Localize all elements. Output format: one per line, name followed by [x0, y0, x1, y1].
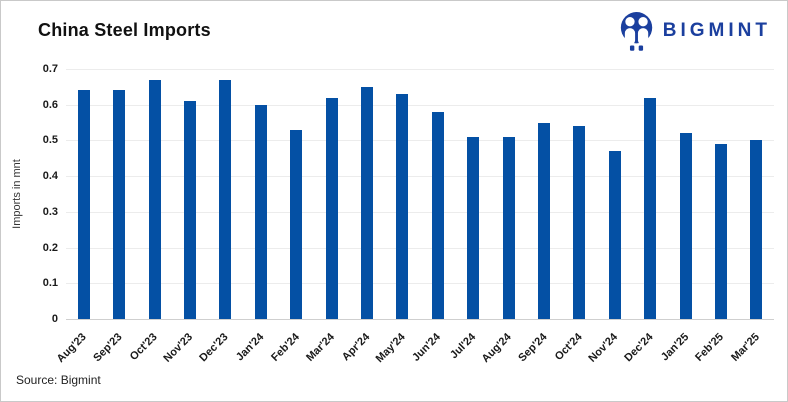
gridline: [66, 247, 774, 249]
bar: [537, 123, 550, 319]
bar: [360, 87, 373, 319]
bar: [608, 151, 621, 319]
x-tick-label: Oct'23: [128, 331, 160, 363]
bar: [396, 94, 409, 319]
x-tick-label: Feb'25: [693, 331, 727, 364]
y-tick-label: 0.1: [42, 277, 58, 290]
x-tick-label: Nov'24: [586, 331, 621, 365]
bar: [325, 98, 338, 319]
bigmint-logo-text: BIGMINT: [662, 20, 771, 41]
gridline: [66, 69, 774, 70]
x-tick-label: Sep'24: [516, 331, 550, 365]
y-tick-label: 0: [51, 313, 58, 325]
bigmint-people-icon: [620, 12, 652, 51]
gridline: [66, 211, 774, 213]
x-tick-label: Aug'23: [55, 331, 90, 366]
bar: [219, 80, 232, 319]
bar: [431, 112, 444, 319]
x-tick-label: Oct'24: [552, 331, 585, 363]
bar: [148, 80, 161, 319]
x-tick-label: Nov'23: [161, 331, 196, 365]
x-tick-label: Jun'24: [410, 331, 444, 364]
gridline: [66, 283, 774, 285]
bar: [573, 126, 586, 319]
y-tick-label: 0.5: [42, 134, 58, 147]
y-tick-label: 0.7: [42, 63, 58, 75]
x-tick-label: Jul'24: [448, 331, 479, 362]
x-tick-label: Jan'25: [658, 331, 691, 364]
bar: [714, 144, 727, 319]
gridline: [66, 176, 774, 178]
bar: [644, 98, 657, 319]
gridline: [66, 140, 774, 142]
gridline: [66, 104, 774, 106]
y-tick-label: 0.2: [42, 241, 58, 254]
bar: [77, 90, 90, 319]
x-tick-label: Feb'24: [268, 331, 302, 364]
x-tick-label: Jan'24: [233, 331, 267, 364]
x-tick-label: Dec'24: [622, 331, 656, 365]
y-tick-label: 0.4: [42, 170, 58, 183]
x-tick-label: Mar'24: [304, 331, 337, 364]
x-tick-label: Apr'24: [339, 331, 373, 364]
x-tick-label: Aug'24: [479, 331, 514, 366]
bar: [113, 90, 126, 319]
x-tick-label: May'24: [373, 331, 408, 366]
bar: [502, 137, 515, 319]
page-title: China Steel Imports: [38, 20, 211, 40]
bar: [183, 101, 196, 319]
x-axis-line: [66, 319, 774, 320]
x-tick-label: Sep'23: [91, 331, 125, 365]
bar: [679, 133, 692, 319]
bar: [467, 137, 480, 319]
bigmint-logo: BIGMINT: [618, 10, 771, 52]
y-tick-label: 0.6: [42, 98, 58, 111]
x-tick-label: Dec'23: [197, 331, 231, 365]
source-note: Source: Bigmint: [16, 373, 101, 387]
x-tick-label: Mar'25: [728, 331, 762, 364]
bar: [290, 130, 303, 319]
y-tick-label: 0.3: [42, 205, 58, 218]
bar: [750, 140, 763, 319]
bar: [254, 105, 267, 319]
